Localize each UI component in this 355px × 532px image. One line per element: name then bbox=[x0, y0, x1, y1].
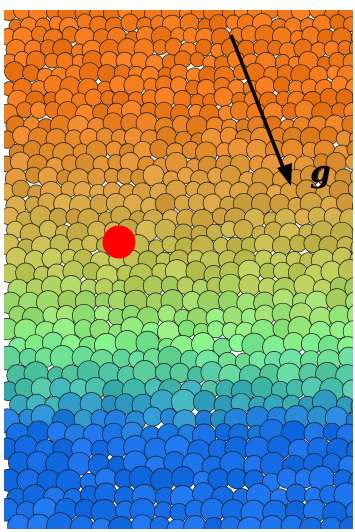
particle bbox=[290, 10, 312, 21]
particle bbox=[347, 304, 353, 326]
particle bbox=[351, 93, 353, 102]
particle bbox=[193, 390, 217, 414]
particle bbox=[189, 51, 206, 68]
particle bbox=[272, 236, 292, 256]
particle bbox=[236, 516, 264, 529]
particle bbox=[107, 516, 134, 529]
particle bbox=[238, 274, 261, 297]
particle bbox=[351, 201, 353, 211]
particle bbox=[350, 240, 353, 255]
particle bbox=[90, 517, 114, 529]
particle bbox=[339, 516, 353, 529]
particle bbox=[11, 179, 31, 199]
particle bbox=[166, 518, 188, 529]
particle bbox=[350, 31, 353, 43]
particle bbox=[345, 501, 353, 521]
particle bbox=[345, 154, 353, 170]
particle bbox=[157, 304, 177, 324]
gravity-arrowhead-icon bbox=[277, 163, 292, 186]
particle bbox=[142, 406, 163, 427]
particle bbox=[149, 139, 170, 159]
gravity-indicator: g bbox=[229, 34, 331, 190]
particle bbox=[177, 319, 196, 338]
particle bbox=[343, 16, 353, 32]
particle bbox=[348, 41, 353, 56]
particle bbox=[233, 219, 254, 240]
particle bbox=[347, 180, 353, 198]
particle bbox=[183, 515, 207, 529]
particle bbox=[350, 399, 353, 413]
gravity-label: g bbox=[310, 155, 331, 190]
particle bbox=[299, 517, 324, 529]
particle bbox=[38, 220, 58, 239]
particle bbox=[213, 87, 234, 107]
particle bbox=[120, 13, 139, 32]
particle bbox=[87, 167, 107, 187]
intruder-particle bbox=[102, 225, 136, 259]
particle bbox=[350, 169, 353, 184]
gravity-arrow-icon bbox=[229, 34, 286, 171]
particle bbox=[149, 516, 171, 529]
particle bbox=[346, 140, 353, 159]
particle bbox=[131, 514, 153, 529]
particle bbox=[351, 227, 353, 237]
particle bbox=[342, 379, 353, 401]
